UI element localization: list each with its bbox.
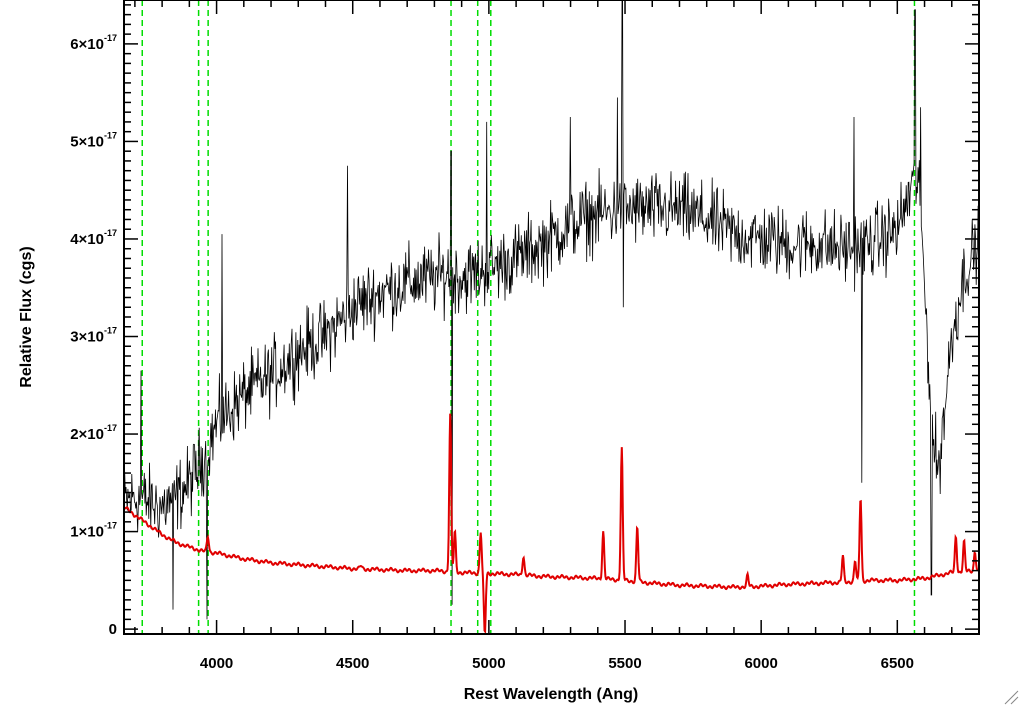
emission-line-markers bbox=[141, 0, 916, 634]
y-tick-label: 0 bbox=[109, 621, 117, 638]
y-tick-labels: 0 1×10-17 2×10-17 3×10-17 4×10-17 5×10-17 6×10… bbox=[70, 33, 117, 638]
resize-grip-icon[interactable] bbox=[1004, 690, 1019, 705]
y-axis-title: Relative Flux (cgs) bbox=[18, 246, 35, 387]
y-tick-label: 3×10-17 bbox=[70, 326, 117, 346]
observed-spectrum bbox=[123, 0, 980, 620]
axis-ticks bbox=[124, 0, 980, 634]
x-tick-label: 6000 bbox=[744, 655, 777, 672]
x-tick-label: 4500 bbox=[336, 655, 369, 672]
y-tick-label: 5×10-17 bbox=[70, 130, 117, 150]
x-tick-label: 5500 bbox=[608, 655, 641, 672]
plot-frame bbox=[123, 0, 980, 635]
x-tick-labels: 4000 4500 5000 5500 6000 6500 bbox=[200, 655, 914, 672]
spectrum-line bbox=[123, 0, 980, 620]
model-spectrum bbox=[123, 413, 980, 635]
y-tick-label: 2×10-17 bbox=[70, 423, 117, 443]
x-tick-label: 4000 bbox=[200, 655, 233, 672]
y-tick-label: 4×10-17 bbox=[70, 228, 117, 248]
x-axis-title: Rest Wavelength (Ang) bbox=[464, 686, 639, 703]
y-tick-label: 1×10-17 bbox=[70, 521, 117, 541]
y-tick-label: 6×10-17 bbox=[70, 33, 117, 53]
x-tick-label: 6500 bbox=[881, 655, 914, 672]
x-tick-label: 5000 bbox=[472, 655, 505, 672]
model-line bbox=[123, 413, 980, 635]
